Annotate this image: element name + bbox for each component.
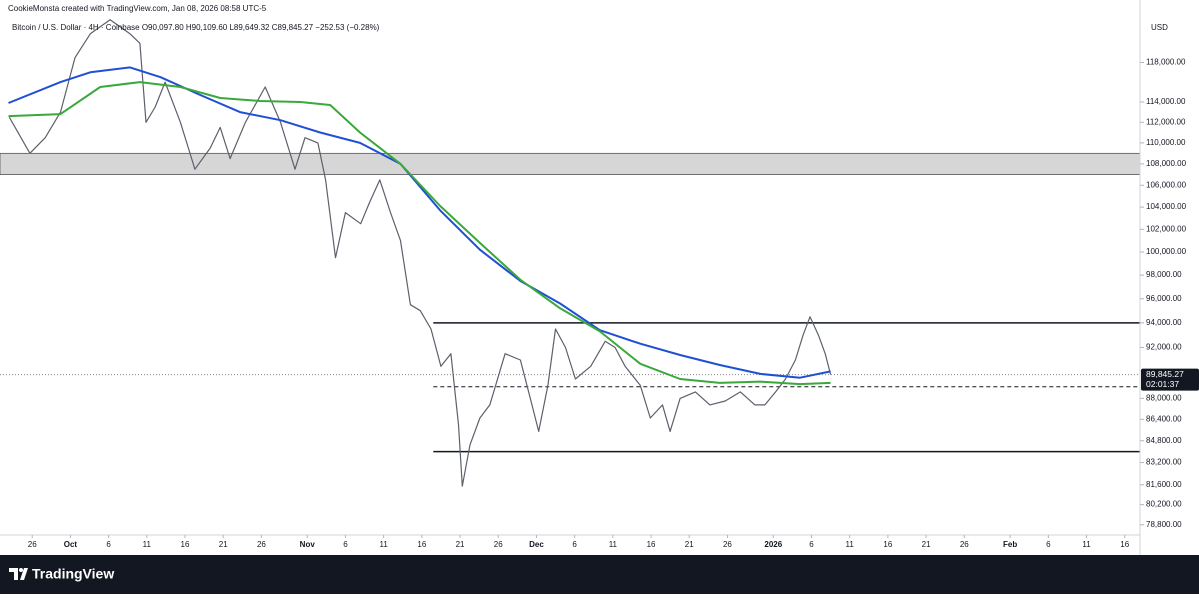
x-tick-label: Dec [529,540,544,549]
last-price-box [1141,368,1199,391]
x-tick-label: 6 [809,540,814,549]
y-tick-label: 102,000.00 [1146,224,1187,233]
x-tick-label: 6 [572,540,577,549]
y-tick-label: 80,200.00 [1146,500,1182,509]
x-tick-label: 26 [494,540,503,549]
y-tick-label: 108,000.00 [1146,159,1187,168]
x-tick-label: 6 [1046,540,1051,549]
y-tick-label: 94,000.00 [1146,318,1182,327]
x-tick-label: 6 [106,540,111,549]
x-tick-label: 16 [647,540,656,549]
y-tick-label: 86,400.00 [1146,414,1182,423]
x-tick-label: 26 [28,540,37,549]
x-tick-label: 26 [960,540,969,549]
footer [0,555,1199,594]
y-tick-label: 81,600.00 [1146,480,1182,489]
y-tick-label: 98,000.00 [1146,270,1182,279]
plot-area [0,19,1141,487]
x-tick-label: 16 [883,540,892,549]
logo-dot [19,568,23,572]
currency: USD [1151,23,1168,32]
y-tick-label: 83,200.00 [1146,458,1182,467]
brand: TradingView [32,566,114,582]
x-tick-label: 11 [1082,540,1091,549]
x-tick-label: Oct [64,540,78,549]
x-tick-label: 21 [219,540,228,549]
x-tick-label: 26 [257,540,266,549]
x-tick-label: 11 [143,540,152,549]
y-tick-label: 78,800.00 [1146,520,1182,529]
x-tick-label: 11 [846,540,855,549]
y-tick-label: 110,000.00 [1146,138,1186,147]
background [0,0,1199,555]
countdown: 02:01:37 [1146,379,1179,389]
x-tick-label: 16 [1120,540,1129,549]
x-tick-label: 21 [456,540,465,549]
zone [0,152,1141,175]
x-tick-label: 11 [609,540,618,549]
y-tick-label: 104,000.00 [1146,202,1187,211]
x-tick-label: 16 [181,540,190,549]
x-tick-label: 16 [417,540,426,549]
y-tick-label: 112,000.00 [1146,117,1186,126]
y-tick-label: 92,000.00 [1146,343,1182,352]
x-tick-label: 2026 [764,540,782,549]
x-tick-label: Feb [1003,540,1017,549]
logo [9,568,28,580]
y-tick-label: 96,000.00 [1146,294,1182,303]
y-tick-label: 118,000.00 [1146,58,1186,67]
y-tick-label: 88,000.00 [1146,393,1182,402]
price-line [8,19,832,487]
moving-average [8,81,831,386]
y-tick-label: 106,000.00 [1146,180,1187,189]
last-price-label: 89,845.27 [1146,369,1184,379]
y-tick-label: 100,000.00 [1146,247,1187,256]
x-tick-label: 26 [723,540,732,549]
x-tick-label: Nov [300,540,316,549]
x-tick-label: 11 [379,540,388,549]
x-tick-label: 6 [343,540,348,549]
y-tick-label: 84,800.00 [1146,436,1182,445]
logo-icon [9,568,28,580]
x-tick-label: 21 [685,540,694,549]
moving-average [8,66,831,379]
x-tick-label: 21 [922,540,931,549]
attribution: CookieMonsta created with TradingView.co… [8,4,267,13]
symbol-info: Bitcoin / U.S. Dollar · 4H · Coinbase O9… [12,23,380,32]
y-tick-label: 114,000.00 [1146,97,1186,106]
